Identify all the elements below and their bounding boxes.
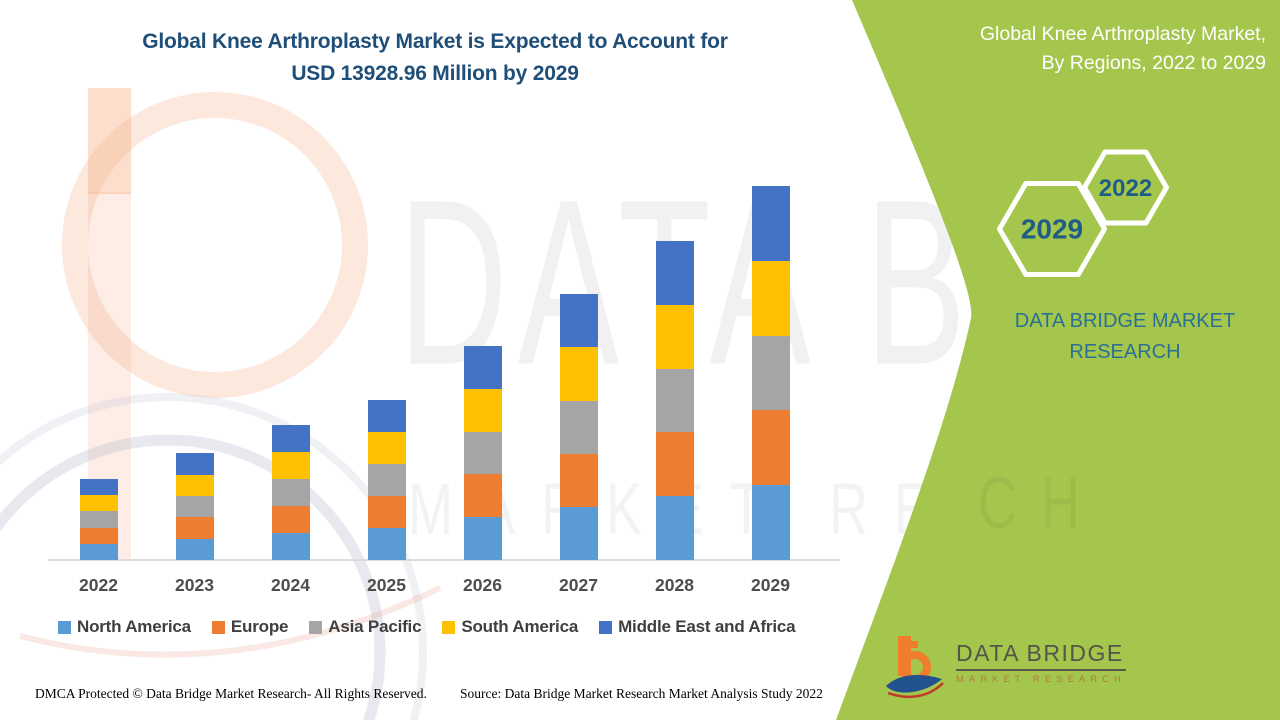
bar-segment-north-america [79, 543, 118, 560]
hexagon-2029-label: 2029 [1021, 214, 1083, 245]
bar-segment-asia-pacific [271, 478, 310, 506]
brand-wordmark-line1: DATA BRIDGE MARKET [1014, 310, 1236, 332]
legend: North America Europe Asia Pacific South Ame… [58, 617, 796, 637]
hexagon-badges: 2029 2022 [997, 149, 1169, 277]
bar-segment-asia-pacific [655, 368, 694, 433]
stacked-bar-2026 [463, 346, 502, 560]
bar-segment-south-america [655, 304, 694, 369]
legend-swatch-icon [599, 620, 613, 634]
legend-swatch-icon [442, 620, 456, 634]
legend-swatch-icon [309, 620, 323, 634]
bar-segment-north-america [655, 496, 694, 560]
x-axis-label-2027: 2027 [559, 575, 598, 595]
chart-title-line1: Global Knee Arthroplasty Market is Expec… [142, 30, 728, 53]
legend-swatch-icon [211, 620, 225, 634]
stacked-bar-2028 [655, 241, 694, 560]
bar-segment-north-america [559, 506, 598, 560]
bar-segment-europe [271, 505, 310, 533]
chart-title-line2: USD 13928.96 Million by 2029 [291, 61, 579, 85]
bar-segment-asia-pacific [463, 431, 502, 475]
bar-segment-south-america [79, 495, 118, 512]
plot-area: 2022 2023 2024 2025 2026 2027 2028 2029 [48, 186, 840, 595]
bar-segment-middle-east-and-africa [367, 400, 406, 432]
x-axis-label-2024: 2024 [271, 575, 310, 595]
hexagon-2022-label: 2022 [1099, 175, 1152, 202]
bar-segment-asia-pacific [175, 496, 214, 518]
company-logo-name: DATA BRIDGE [956, 640, 1126, 671]
bar-segment-south-america [175, 474, 214, 497]
brand-wordmark-line2: RESEARCH [1069, 341, 1181, 363]
bar-segment-middle-east-and-africa [271, 424, 310, 452]
bar-segment-asia-pacific [559, 400, 598, 454]
bar-segment-europe [751, 410, 790, 486]
x-axis-label-2026: 2026 [463, 575, 502, 595]
company-logo-icon [886, 636, 944, 699]
x-axis-label-2023: 2023 [175, 575, 214, 595]
bar-segment-europe [655, 432, 694, 497]
hexagon-2022 [1082, 149, 1169, 226]
stacked-bar-2022 [79, 479, 118, 560]
company-logo-subname: MARKET RESEARCH [956, 674, 1126, 685]
bar-segment-south-america [463, 389, 502, 432]
bar-segment-north-america [463, 517, 502, 560]
bar-segment-middle-east-and-africa [559, 294, 598, 348]
bar-segment-europe [367, 495, 406, 528]
bar-segment-asia-pacific [367, 463, 406, 496]
stacked-bar-2027 [559, 294, 598, 560]
legend-label: South America [461, 617, 579, 636]
stacked-bar-2029 [751, 186, 790, 560]
legend-label: Europe [230, 617, 289, 636]
bar-segment-north-america [175, 538, 214, 560]
bar-segment-south-america [367, 432, 406, 464]
x-axis-line [48, 559, 840, 561]
bar-segment-europe [559, 453, 598, 507]
footer-source: Source: Data Bridge Market Research Mark… [460, 686, 823, 701]
bar-segment-asia-pacific [79, 511, 118, 528]
x-axis-label-2025: 2025 [367, 575, 406, 595]
legend-item-europe: Europe [211, 617, 289, 637]
hexagon-2029 [997, 181, 1107, 277]
bar-segment-middle-east-and-africa [751, 186, 790, 261]
brand-wordmark: DATA BRIDGE MARKET RESEARCH [980, 306, 1270, 368]
bar-segment-europe [79, 527, 118, 544]
bar-segment-north-america [271, 532, 310, 560]
bar-segment-south-america [559, 347, 598, 401]
legend-label: North America [77, 617, 191, 636]
footer-copyright: DMCA Protected © Data Bridge Market Rese… [35, 686, 427, 701]
side-panel-title: Global Knee Arthroplasty Market, By Regi… [866, 20, 1280, 79]
legend-item-north-america: North America [58, 617, 191, 637]
legend-item-middle-east-and-africa: Middle East and Africa [599, 617, 796, 637]
stacked-bar-2025 [367, 400, 406, 560]
legend-swatch-icon [58, 620, 71, 634]
bar-segment-middle-east-and-africa [79, 479, 118, 496]
x-axis-label-2022: 2022 [79, 575, 118, 595]
legend-label: Middle East and Africa [618, 617, 796, 636]
x-axis-label-2028: 2028 [655, 575, 694, 595]
bar-segment-middle-east-and-africa [463, 346, 502, 390]
bar-segment-north-america [751, 485, 790, 560]
legend-label: Asia Pacific [328, 617, 422, 636]
bar-segment-south-america [751, 260, 790, 336]
legend-item-south-america: South America [442, 617, 578, 637]
bar-segment-south-america [271, 451, 310, 479]
stacked-bar-2023 [175, 453, 214, 560]
chart-title: Global Knee Arthroplasty Market is Expec… [70, 26, 800, 89]
bar-segment-north-america [367, 527, 406, 560]
side-panel-title-line2: By Regions, 2022 to 2029 [1041, 52, 1266, 75]
stacked-bar-2024 [271, 424, 310, 560]
legend-item-asia-pacific: Asia Pacific [309, 617, 422, 637]
bar-segment-europe [175, 517, 214, 539]
company-logo: DATA BRIDGE MARKET RESEARCH [884, 634, 1126, 700]
bar-segment-middle-east-and-africa [175, 453, 214, 475]
bar-segment-europe [463, 474, 502, 518]
bar-segment-asia-pacific [751, 335, 790, 411]
side-panel-title-line1: Global Knee Arthroplasty Market, [979, 23, 1266, 45]
watermark-green-text: CH [978, 463, 1104, 545]
x-axis-label-2029: 2029 [751, 575, 790, 595]
bar-segment-middle-east-and-africa [655, 241, 694, 305]
